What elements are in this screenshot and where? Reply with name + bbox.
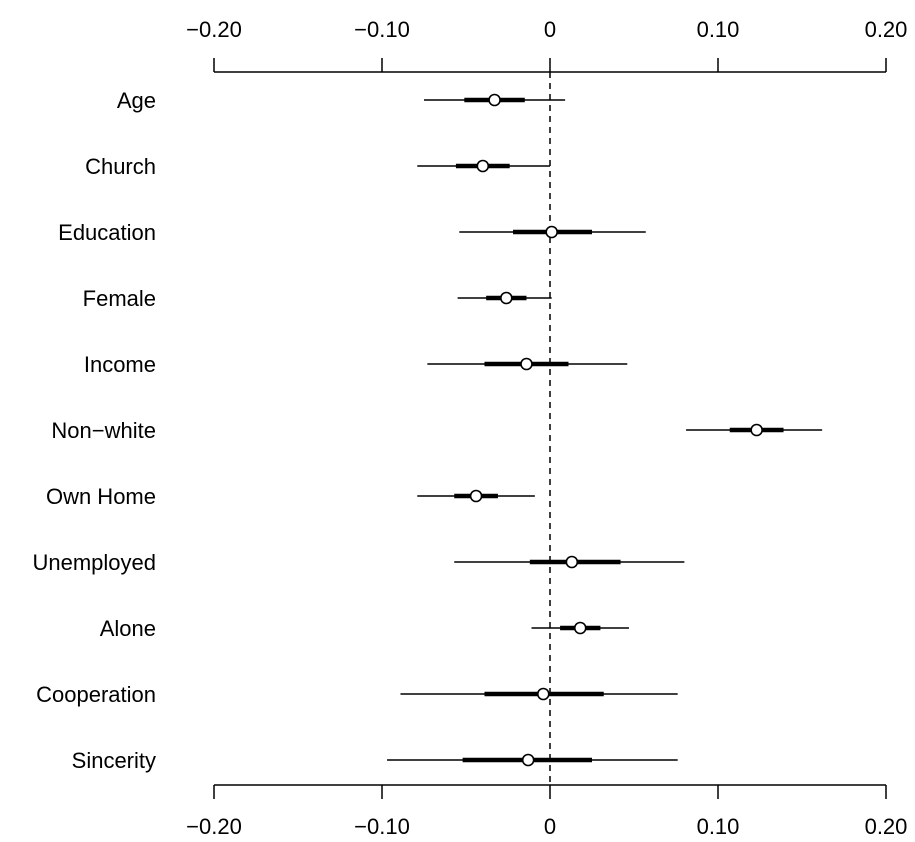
point-estimate <box>520 357 533 371</box>
bottom-tick-label: 0.20 <box>865 814 908 839</box>
top-tick-label: −0.10 <box>354 17 410 42</box>
bottom-tick-label: 0.10 <box>697 814 740 839</box>
coef-row: Cooperation <box>36 682 678 707</box>
bottom-tick-label: −0.20 <box>186 814 242 839</box>
category-label: Alone <box>100 616 156 641</box>
category-label: Age <box>117 88 156 113</box>
point-estimate <box>500 291 513 305</box>
category-label: Church <box>85 154 156 179</box>
category-label: Education <box>58 220 156 245</box>
bottom-tick-label: −0.10 <box>354 814 410 839</box>
bottom-axis: −0.20 −0.10 0 0.10 0.20 <box>186 784 908 839</box>
top-axis: −0.20 −0.10 0 0.10 0.20 <box>186 17 908 73</box>
point-estimate <box>476 159 490 173</box>
point-estimate <box>750 423 763 437</box>
point-estimate <box>545 225 558 239</box>
coefficient-rows: Age Church Education Female Income Non−white O… <box>32 88 823 773</box>
coef-row: Church <box>85 154 550 179</box>
category-label: Income <box>84 352 156 377</box>
category-label: Female <box>83 286 156 311</box>
category-label: Non−white <box>51 418 156 443</box>
point-estimate <box>488 93 501 107</box>
top-tick-label: 0.10 <box>697 17 740 42</box>
point-estimate <box>521 753 535 767</box>
category-label: Unemployed <box>32 550 156 575</box>
coef-row: Female <box>83 286 552 311</box>
top-tick-label: 0 <box>544 17 556 42</box>
coef-row: Education <box>58 220 646 245</box>
coef-row: Age <box>117 88 566 113</box>
category-label: Own Home <box>46 484 156 509</box>
top-tick-label: 0.20 <box>865 17 908 42</box>
coef-row: Income <box>84 352 628 377</box>
coef-row: Non−white <box>51 418 823 443</box>
bottom-tick-label: 0 <box>544 814 556 839</box>
top-tick-label: −0.20 <box>186 17 242 42</box>
coef-row: Alone <box>100 616 629 641</box>
category-label: Cooperation <box>36 682 156 707</box>
category-label: Sincerity <box>72 748 156 773</box>
point-estimate <box>573 621 587 635</box>
coef-row: Unemployed <box>32 550 685 575</box>
coef-row: Own Home <box>46 484 535 509</box>
point-estimate <box>536 687 550 701</box>
point-estimate <box>469 489 483 503</box>
point-estimate <box>565 555 579 569</box>
coef-row: Sincerity <box>72 748 678 773</box>
